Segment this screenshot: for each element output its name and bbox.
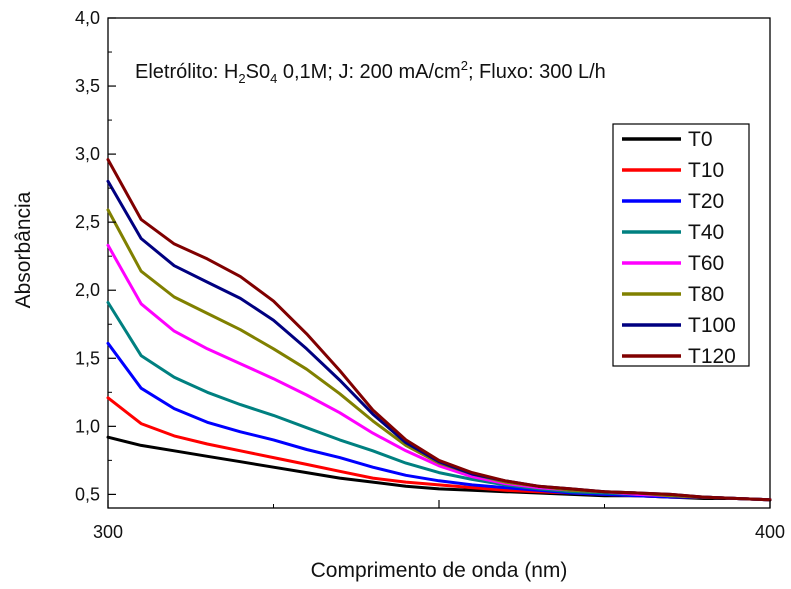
chart-annotation: Eletrólito: H2S04 0,1M; J: 200 mA/cm2; F…	[135, 58, 606, 86]
legend-label: T120	[688, 345, 736, 368]
legend-label: T10	[688, 159, 724, 182]
y-tick-label: 0,5	[75, 484, 100, 504]
x-tick-label: 400	[755, 522, 785, 542]
x-axis-title: Comprimento de onda (nm)	[311, 559, 568, 582]
y-tick-label: 3,5	[75, 76, 100, 96]
y-tick-label: 2,5	[75, 212, 100, 232]
series-line-t20	[106, 341, 772, 502]
y-tick-label: 1,5	[75, 348, 100, 368]
series-line-t0	[106, 435, 772, 502]
series-line-t120	[106, 158, 772, 502]
y-axis-title: Absorbância	[12, 191, 35, 308]
legend: T0 T10 T20 T40 T60 T80 T100 T120	[612, 123, 750, 368]
legend-label: T40	[688, 221, 724, 244]
y-tick-label: 2,0	[75, 280, 100, 300]
series-line-t10	[106, 396, 772, 502]
legend-label: T0	[688, 128, 713, 151]
legend-items: T0 T10 T20 T40 T60 T80 T100 T120	[622, 128, 736, 368]
x-tick-label: 300	[93, 522, 123, 542]
legend-label: T100	[688, 314, 736, 337]
ticks-layer: 0,5 1,0 1,5 2,0 2,5 3,0 3,5 4,0 300 400	[75, 8, 785, 542]
y-tick-label: 1,0	[75, 416, 100, 436]
y-tick-label: 3,0	[75, 144, 100, 164]
legend-label: T60	[688, 252, 724, 275]
series-layer	[106, 158, 772, 502]
y-tick-label: 4,0	[75, 8, 100, 28]
legend-label: T20	[688, 190, 724, 213]
legend-label: T80	[688, 283, 724, 306]
